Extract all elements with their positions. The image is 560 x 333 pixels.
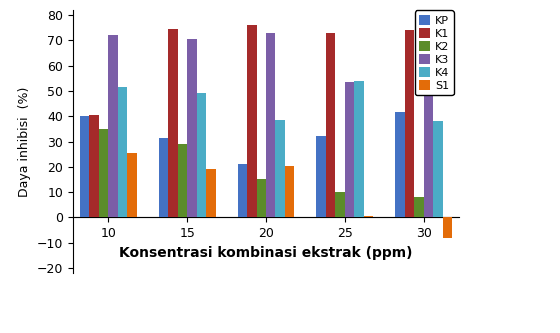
Bar	[364, 216, 374, 217]
X-axis label: Konsentrasi kombinasi ekstrak (ppm): Konsentrasi kombinasi ekstrak (ppm)	[119, 246, 413, 260]
Bar	[285, 166, 295, 217]
Legend: KP, K1, K2, K3, K4, S1: KP, K1, K2, K3, K4, S1	[415, 10, 454, 95]
Bar	[118, 87, 127, 217]
Bar	[335, 192, 345, 217]
Bar	[316, 137, 326, 217]
Bar	[127, 153, 137, 217]
Bar	[414, 197, 424, 217]
Bar	[206, 169, 216, 217]
Bar	[405, 30, 414, 217]
Bar	[345, 82, 354, 217]
Bar	[108, 35, 118, 217]
Bar	[433, 121, 442, 217]
Bar	[354, 81, 364, 217]
Bar	[256, 179, 266, 217]
Bar	[90, 115, 99, 217]
Bar	[237, 164, 247, 217]
Bar	[187, 39, 197, 217]
Bar	[197, 94, 206, 217]
Bar	[247, 25, 256, 217]
Bar	[326, 33, 335, 217]
Bar	[266, 33, 276, 217]
Bar	[442, 217, 452, 238]
Bar	[424, 42, 433, 217]
Bar	[158, 138, 168, 217]
Bar	[99, 129, 108, 217]
Bar	[178, 144, 187, 217]
Bar	[80, 116, 90, 217]
Y-axis label: Daya inhibisi  (%): Daya inhibisi (%)	[18, 86, 31, 197]
Bar	[168, 29, 178, 217]
Bar	[395, 113, 405, 217]
Bar	[276, 120, 285, 217]
